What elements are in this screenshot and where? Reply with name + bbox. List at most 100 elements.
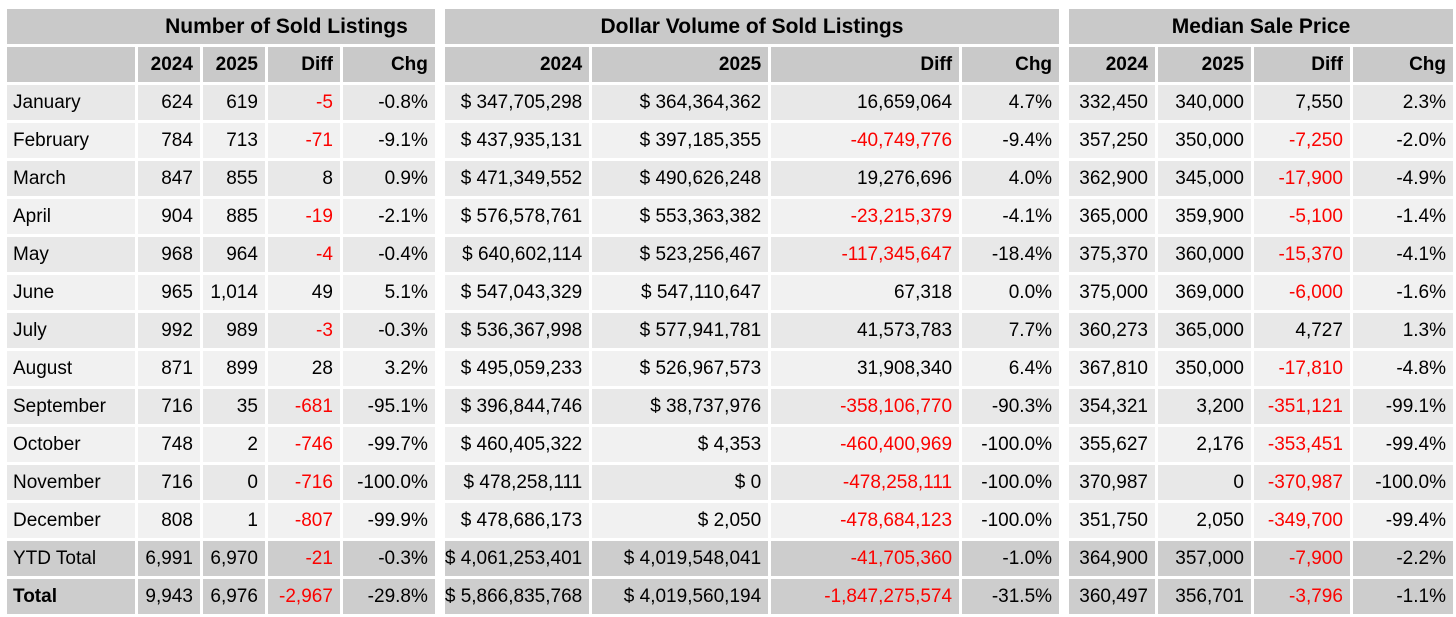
- data-cell: -460,400,969: [771, 427, 960, 462]
- column-header-chg: Chg: [342, 47, 435, 82]
- data-cell: 899: [202, 351, 265, 386]
- data-cell: 3.2%: [342, 351, 435, 386]
- section-gap: [1062, 85, 1067, 120]
- data-cell: $ 523,256,467: [592, 237, 769, 272]
- data-cell: 904: [137, 199, 200, 234]
- data-cell: 359,900: [1157, 199, 1251, 234]
- data-cell: -100.0%: [342, 465, 435, 500]
- data-cell: -9.4%: [962, 123, 1060, 158]
- section-gap: [437, 123, 442, 158]
- data-cell: -29.8%: [342, 579, 435, 614]
- section-gap: [437, 199, 442, 234]
- row-label: July: [7, 313, 135, 348]
- column-header-diff: Diff: [267, 47, 340, 82]
- data-cell: 7.7%: [962, 313, 1060, 348]
- data-cell: 965: [137, 275, 200, 310]
- section-gap: [437, 9, 442, 44]
- data-cell: -6,000: [1253, 275, 1350, 310]
- data-cell: $ 5,866,835,768: [444, 579, 590, 614]
- data-cell: 369,000: [1157, 275, 1251, 310]
- data-cell: 362,900: [1069, 161, 1155, 196]
- data-cell: -0.3%: [342, 313, 435, 348]
- data-cell: -99.9%: [342, 503, 435, 538]
- data-cell: -351,121: [1253, 389, 1350, 424]
- data-cell: 367,810: [1069, 351, 1155, 386]
- data-cell: 2: [202, 427, 265, 462]
- section-gap: [437, 351, 442, 386]
- data-cell: $ 396,844,746: [444, 389, 590, 424]
- table-row: September 716 35 -681 -95.1% $ 396,844,746 $ 3…: [7, 389, 1453, 424]
- data-cell: -4.9%: [1352, 161, 1453, 196]
- table-row: July 992 989 -3 -0.3% $ 536,367,998 $ 577,941,…: [7, 313, 1453, 348]
- data-cell: $ 38,737,976: [592, 389, 769, 424]
- data-cell: 345,000: [1157, 161, 1251, 196]
- data-cell: -100.0%: [962, 503, 1060, 538]
- section-gap: [437, 427, 442, 462]
- data-cell: 624: [137, 85, 200, 120]
- row-label: YTD Total: [7, 541, 135, 576]
- data-cell: -99.4%: [1352, 427, 1453, 462]
- data-cell: 6.4%: [962, 351, 1060, 386]
- section-gap: [1062, 47, 1067, 82]
- data-cell: $ 4,061,253,401: [444, 541, 590, 576]
- column-header-diff: Diff: [1253, 47, 1350, 82]
- data-cell: -99.4%: [1352, 503, 1453, 538]
- data-cell: 716: [137, 389, 200, 424]
- column-header-2025: 2025: [592, 47, 769, 82]
- data-cell: -4.8%: [1352, 351, 1453, 386]
- data-cell: $ 490,626,248: [592, 161, 769, 196]
- data-cell: -2.1%: [342, 199, 435, 234]
- data-cell: 19,276,696: [771, 161, 960, 196]
- data-cell: 6,991: [137, 541, 200, 576]
- data-cell: 992: [137, 313, 200, 348]
- data-cell: -353,451: [1253, 427, 1350, 462]
- data-cell: -1.1%: [1352, 579, 1453, 614]
- data-cell: -807: [267, 503, 340, 538]
- data-cell: -17,900: [1253, 161, 1350, 196]
- data-cell: -4.1%: [962, 199, 1060, 234]
- data-cell: 8: [267, 161, 340, 196]
- data-cell: -5,100: [1253, 199, 1350, 234]
- table-row: June 965 1,014 49 5.1% $ 547,043,329 $ 547,110…: [7, 275, 1453, 310]
- table-row: Total 9,943 6,976 -2,967 -29.8% $ 5,866,835,7…: [7, 579, 1453, 614]
- data-cell: -478,258,111: [771, 465, 960, 500]
- data-cell: 3,200: [1157, 389, 1251, 424]
- section-gap: [1062, 313, 1067, 348]
- data-cell: $ 495,059,233: [444, 351, 590, 386]
- data-cell: -3: [267, 313, 340, 348]
- data-cell: -17,810: [1253, 351, 1350, 386]
- row-label: November: [7, 465, 135, 500]
- section-gap: [1062, 389, 1067, 424]
- data-cell: 4.0%: [962, 161, 1060, 196]
- data-cell: $ 460,405,322: [444, 427, 590, 462]
- table-row: August 871 899 28 3.2% $ 495,059,233 $ 526,967…: [7, 351, 1453, 386]
- column-header-2025: 2025: [1157, 47, 1251, 82]
- data-cell: 365,000: [1069, 199, 1155, 234]
- data-cell: 7,550: [1253, 85, 1350, 120]
- data-cell: -19: [267, 199, 340, 234]
- data-cell: 5.1%: [342, 275, 435, 310]
- data-cell: 351,750: [1069, 503, 1155, 538]
- data-cell: -478,684,123: [771, 503, 960, 538]
- data-cell: 357,000: [1157, 541, 1251, 576]
- data-cell: 360,273: [1069, 313, 1155, 348]
- data-cell: 871: [137, 351, 200, 386]
- data-cell: 16,659,064: [771, 85, 960, 120]
- section-gap: [437, 579, 442, 614]
- section-gap: [1062, 465, 1067, 500]
- section-gap: [1062, 9, 1067, 44]
- data-cell: -681: [267, 389, 340, 424]
- data-cell: 713: [202, 123, 265, 158]
- data-cell: $ 536,367,998: [444, 313, 590, 348]
- data-cell: -3,796: [1253, 579, 1350, 614]
- data-cell: -358,106,770: [771, 389, 960, 424]
- data-cell: $ 577,941,781: [592, 313, 769, 348]
- data-cell: $ 2,050: [592, 503, 769, 538]
- row-label: April: [7, 199, 135, 234]
- data-cell: 0.9%: [342, 161, 435, 196]
- data-cell: $ 478,258,111: [444, 465, 590, 500]
- section-gap: [1062, 275, 1067, 310]
- data-cell: 365,000: [1157, 313, 1251, 348]
- data-cell: 31,908,340: [771, 351, 960, 386]
- table-row: February 784 713 -71 -9.1% $ 437,935,131 $ 397…: [7, 123, 1453, 158]
